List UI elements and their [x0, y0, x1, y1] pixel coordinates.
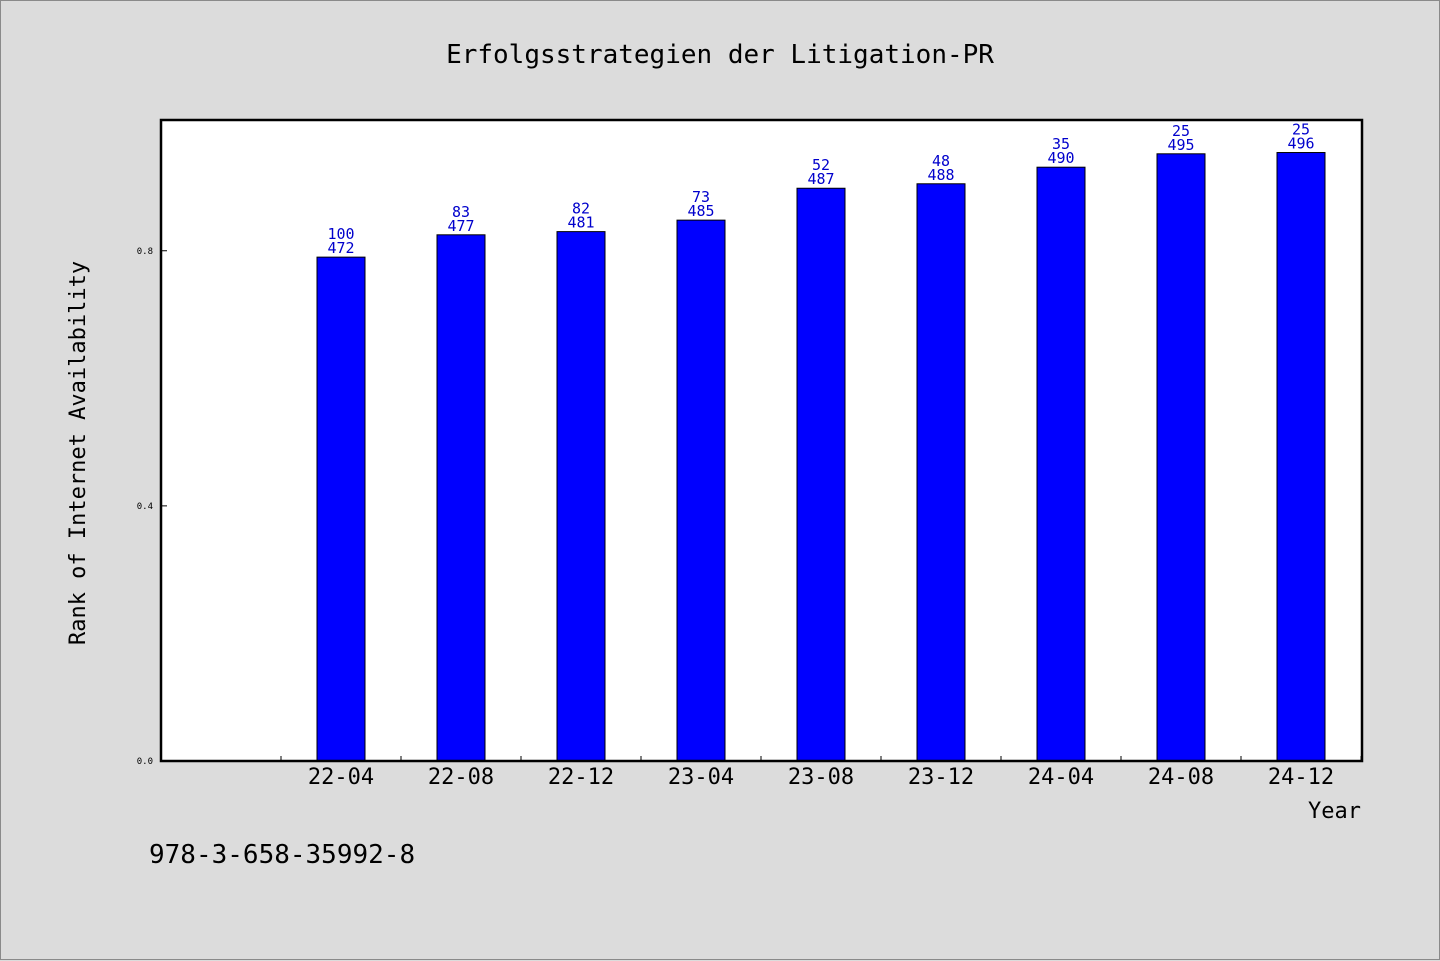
data-label-top-24-04: 35: [1052, 135, 1070, 153]
plot-border: [159, 118, 1364, 763]
isbn-text: 978-3-658-35992-8: [149, 840, 415, 870]
bar-23-12: [916, 183, 966, 762]
data-label-bottom-24-12: 496: [1287, 135, 1314, 153]
x-tick-label-23-08: 23-08: [788, 765, 854, 790]
data-label-bottom-22-04: 472: [327, 239, 354, 257]
x-tick-label-23-04: 23-04: [668, 765, 734, 790]
bar-22-12: [556, 231, 606, 762]
data-label-top-22-04: 100: [327, 225, 354, 243]
y-tick-label-0.8: 0.8: [137, 247, 153, 257]
data-label-bottom-24-08: 495: [1167, 136, 1194, 154]
y-tick-label-0.0: 0.0: [137, 757, 153, 767]
x-axis-label: Year: [1308, 799, 1361, 824]
data-label-bottom-23-04: 485: [687, 202, 714, 220]
bar-22-04: [316, 256, 366, 762]
data-label-top-23-04: 73: [692, 188, 710, 206]
bar-24-12: [1276, 152, 1326, 762]
x-axis: 22-04 22-08 22-12 23-04 23-08 23-12 24-04 24-08…: [280, 756, 1362, 790]
x-tick-label-23-12: 23-12: [908, 765, 974, 790]
chart-title: Erfolgsstrategien der Litigation-PR: [446, 40, 994, 70]
x-tick-label-24-12: 24-12: [1268, 765, 1334, 790]
bar-23-08: [796, 187, 846, 762]
bar-22-08: [436, 234, 486, 762]
x-tick-label-22-12: 22-12: [548, 765, 614, 790]
data-label-bottom-22-08: 477: [447, 217, 474, 235]
y-tick-label-0.4: 0.4: [137, 502, 153, 512]
data-label-bottom-23-08: 487: [807, 170, 834, 188]
data-label-bottom-24-04: 490: [1047, 149, 1074, 167]
x-tick-label-24-04: 24-04: [1028, 765, 1094, 790]
x-tick-label-24-08: 24-08: [1148, 765, 1214, 790]
x-tick-label-22-08: 22-08: [428, 765, 494, 790]
data-label-top-22-08: 83: [452, 203, 470, 221]
data-label-top-23-08: 52: [812, 156, 830, 174]
data-label-top-24-12: 25: [1292, 121, 1310, 139]
y-axis-label: Rank of Internet Availability: [66, 261, 91, 645]
data-label-bottom-23-12: 488: [927, 166, 954, 184]
data-label-top-24-08: 25: [1172, 122, 1190, 140]
bar-24-04: [1036, 166, 1086, 762]
x-tick-label-22-04: 22-04: [308, 765, 374, 790]
bar-24-08: [1156, 153, 1206, 762]
data-label-top-23-12: 48: [932, 152, 950, 170]
bar-23-04: [676, 219, 726, 762]
data-label-bottom-22-12: 481: [567, 214, 594, 232]
data-label-top-22-12: 82: [572, 200, 590, 218]
